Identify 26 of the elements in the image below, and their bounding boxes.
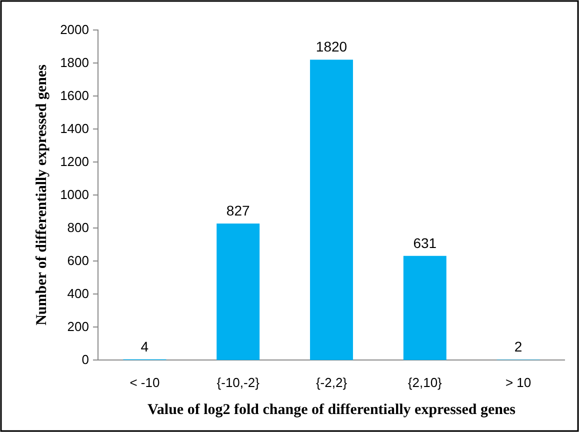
data-label: 2 xyxy=(514,338,522,355)
y-tick-label: 400 xyxy=(67,286,89,302)
y-tick-label: 1000 xyxy=(60,187,89,202)
x-tick-label: {-2,2} xyxy=(316,375,348,390)
y-tick-label: 1600 xyxy=(60,88,89,104)
data-label: 827 xyxy=(226,202,250,219)
data-label: 4 xyxy=(140,338,149,354)
x-tick-label: < -10 xyxy=(130,375,160,390)
y-tick-label: 200 xyxy=(67,319,89,334)
y-tick-label: 2000 xyxy=(60,22,89,38)
y-axis-title: Number of differentially expressed genes xyxy=(34,64,50,326)
bar xyxy=(216,224,260,360)
data-label: 1820 xyxy=(316,38,348,55)
y-tick-label: 0 xyxy=(82,352,89,368)
x-tick-label: {2,10} xyxy=(408,375,443,390)
x-tick-label: > 10 xyxy=(505,375,532,390)
bar xyxy=(403,256,446,360)
y-tick-label: 800 xyxy=(67,220,89,236)
x-tick-label: {-10,-2} xyxy=(216,375,260,390)
y-tick-label: 1400 xyxy=(60,121,89,136)
x-axis-title: Value of log2 fold change of differentially expressed genes xyxy=(147,402,516,418)
data-label: 631 xyxy=(413,234,437,251)
bar xyxy=(310,60,353,360)
y-tick-label: 1200 xyxy=(60,154,89,170)
y-tick-label: 1800 xyxy=(60,55,89,70)
y-tick-label: 600 xyxy=(67,253,89,268)
